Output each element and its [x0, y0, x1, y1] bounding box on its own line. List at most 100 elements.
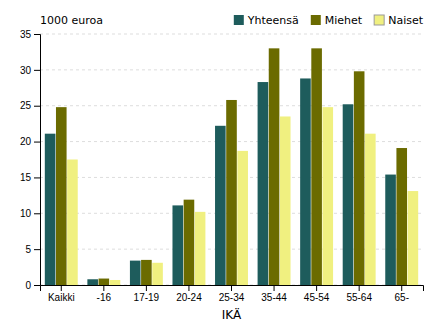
x-tick: 17-19 — [134, 285, 160, 303]
bar — [110, 280, 121, 285]
y-axis-line — [34, 35, 41, 286]
x-tick: -16 — [97, 285, 112, 303]
legend-label: Yhteensä — [247, 14, 299, 27]
bar — [141, 260, 152, 285]
x-tick-mark — [103, 285, 104, 291]
bar — [269, 48, 280, 285]
y-tick-label: 30 — [20, 65, 32, 76]
x-tick-mark — [61, 285, 62, 291]
bar — [87, 279, 98, 285]
bar — [130, 261, 141, 285]
y-tick-mark — [34, 142, 40, 143]
x-tick: Kaikki — [48, 285, 75, 303]
bars — [45, 48, 418, 285]
y-tick-mark — [34, 213, 40, 214]
legend-item: Naiset — [374, 14, 424, 27]
x-tick-mark — [316, 285, 317, 291]
bar — [258, 82, 269, 285]
x-tick-label: 25-34 — [219, 292, 245, 303]
y-tick: 30 — [20, 65, 40, 76]
x-tick-label: Kaikki — [48, 292, 75, 303]
y-tick: 25 — [20, 100, 40, 111]
x-tick-label: 17-19 — [134, 292, 160, 303]
legend-item: Miehet — [311, 14, 363, 27]
x-tick-mark — [359, 285, 360, 291]
x-tick-mark — [231, 285, 232, 291]
x-tick: 45-54 — [304, 285, 330, 303]
x-tick-label: 20-24 — [176, 292, 202, 303]
grid-line — [40, 34, 423, 35]
bar — [172, 205, 183, 285]
y-tick-label: 0 — [25, 280, 31, 291]
grid — [40, 34, 423, 285]
x-tick: 65- — [394, 285, 408, 303]
x-tick-label: -16 — [97, 292, 112, 303]
bar — [226, 100, 237, 285]
x-tick: 25-34 — [219, 285, 245, 303]
y-tick: 15 — [20, 172, 40, 183]
x-tick: 55-64 — [346, 285, 372, 303]
legend: Yhteensä Miehet Naiset — [234, 14, 424, 27]
legend-swatch — [374, 15, 384, 25]
x-tick-label: 65- — [394, 292, 408, 303]
y-tick-label: 10 — [20, 208, 32, 219]
y-tick: 10 — [20, 208, 40, 219]
x-tick: 35-44 — [261, 285, 287, 303]
legend-swatch — [234, 15, 244, 25]
y-tick: 0 — [25, 280, 40, 291]
bar — [280, 116, 291, 285]
y-tick: 20 — [20, 136, 40, 147]
bar — [56, 107, 67, 285]
y-label: 1000 euroa — [40, 14, 103, 27]
x-label: IKÄ — [222, 307, 242, 322]
x-tick-mark — [188, 285, 189, 291]
bar-series — [56, 48, 407, 285]
bar — [311, 48, 322, 285]
bar-series — [45, 78, 396, 285]
bar — [152, 263, 163, 285]
y-tick: 5 — [25, 244, 40, 255]
x-axis: Kaikki -16 17-19 20-24 25-34 35-44 45-54 55-64 6… — [41, 285, 424, 303]
x-tick-mark — [401, 285, 402, 291]
x-tick-mark — [274, 285, 275, 291]
x-tick: 20-24 — [176, 285, 202, 303]
y-tick-label: 20 — [20, 136, 32, 147]
y-tick-label: 15 — [20, 172, 32, 183]
bar — [343, 104, 354, 285]
legend-item: Yhteensä — [234, 14, 299, 27]
x-axis-line — [41, 286, 424, 292]
x-tick-mark — [146, 285, 147, 291]
bar — [365, 134, 376, 285]
bar — [67, 160, 78, 286]
y-tick-mark — [34, 249, 40, 250]
y-axis: 0 5 10 15 20 25 30 35 — [20, 29, 41, 291]
x-tick-label: 35-44 — [261, 292, 287, 303]
bar — [237, 151, 248, 285]
y-tick-mark — [34, 106, 40, 107]
bar — [184, 200, 195, 285]
bar — [99, 279, 110, 285]
y-tick-mark — [34, 34, 40, 35]
bar — [408, 191, 419, 285]
bar — [45, 134, 56, 285]
x-tick-label: 45-54 — [304, 292, 330, 303]
bar — [354, 71, 365, 285]
bar — [195, 212, 206, 285]
bar — [300, 78, 311, 285]
bar — [396, 148, 407, 285]
y-tick: 35 — [20, 29, 40, 40]
bar-series — [67, 107, 418, 285]
y-tick-mark — [34, 70, 40, 71]
plot: Kaikki -16 17-19 20-24 25-34 35-44 45-54 55-64 6… — [20, 29, 424, 303]
bar — [322, 107, 333, 285]
legend-label: Miehet — [325, 14, 363, 27]
bar — [385, 175, 396, 285]
y-tick-mark — [34, 285, 40, 286]
y-tick-label: 5 — [25, 244, 31, 255]
grid-line — [40, 69, 423, 70]
legend-swatch — [311, 15, 321, 25]
legend-label: Naiset — [388, 14, 424, 27]
y-tick-mark — [34, 177, 40, 178]
bar — [215, 126, 226, 285]
y-tick-label: 35 — [20, 29, 32, 40]
